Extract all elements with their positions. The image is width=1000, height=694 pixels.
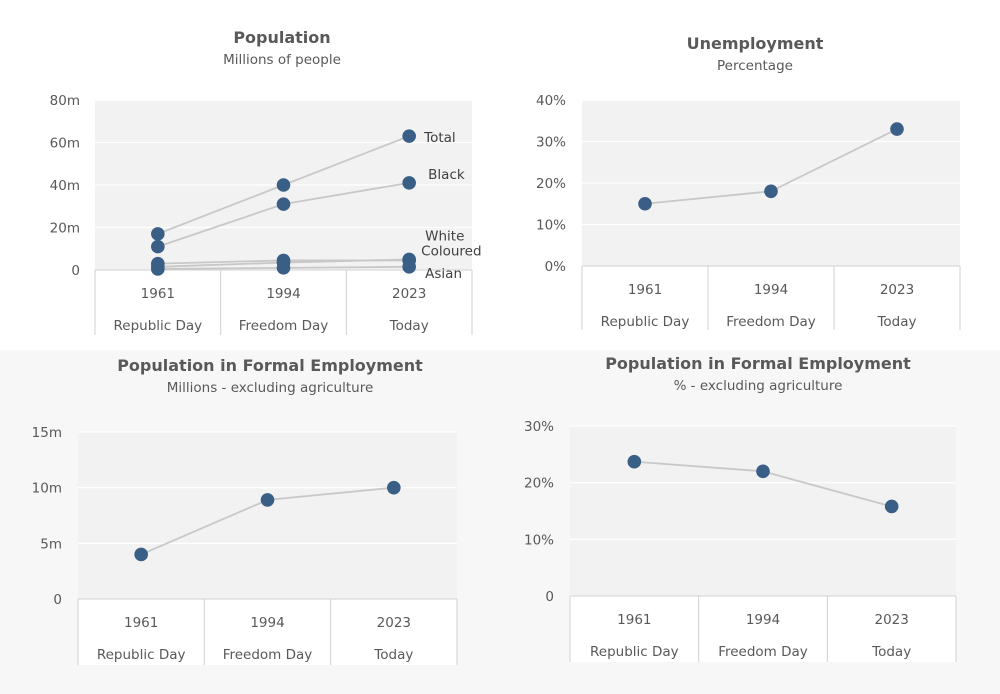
chart-title: Population in Formal Employment (117, 356, 423, 375)
data-point (884, 499, 899, 514)
data-point (890, 122, 904, 136)
data-point (260, 493, 275, 507)
x-tick-label: 1961 (141, 286, 175, 302)
category-group-label: Freedom Day (239, 318, 329, 334)
data-point (276, 197, 291, 211)
data-point (764, 184, 778, 199)
category-group-label: Today (871, 644, 911, 660)
y-tick-label: 30% (524, 419, 554, 435)
category-group-label: Republic Day (601, 314, 690, 330)
y-tick-label: 0 (71, 263, 80, 279)
series-label: Black (428, 167, 465, 183)
data-point (756, 464, 770, 479)
unemployment-chart: Unemployment Percentage 0% 10% 20% 30% 40% 1961… (536, 34, 961, 330)
category-axis-area (570, 596, 956, 662)
data-point (276, 178, 291, 192)
chart-title: Population (233, 28, 330, 47)
category-axis-area (95, 270, 472, 335)
data-point (402, 260, 416, 274)
y-tick-label: 0% (545, 259, 567, 275)
y-tick-label: 0 (545, 589, 554, 605)
x-tick-label: 1961 (628, 282, 662, 298)
formal-employment-percent-chart: Population in Formal Employment % - exclu… (524, 354, 957, 662)
data-point (402, 176, 416, 190)
chart-subtitle: Percentage (717, 58, 793, 74)
y-tick-label: 20m (50, 221, 80, 237)
x-tick-label: 1994 (250, 615, 284, 631)
y-tick-label: 0 (53, 592, 62, 608)
data-point (276, 261, 291, 275)
data-point (151, 239, 165, 254)
data-point (402, 129, 416, 143)
x-tick-label: 1994 (754, 282, 788, 298)
y-tick-label: 10% (536, 218, 566, 234)
x-tick-label: 1961 (617, 612, 651, 628)
chart-subtitle: % - excluding agriculture (674, 378, 843, 394)
category-group-label: Freedom Day (718, 644, 808, 660)
chart-subtitle: Millions - excluding agriculture (167, 380, 374, 396)
category-axis-area (582, 266, 960, 330)
category-group-label: Republic Day (590, 644, 679, 660)
y-tick-label: 30% (536, 135, 566, 151)
x-tick-label: 2023 (377, 615, 411, 631)
series-label: Coloured (421, 243, 481, 259)
x-tick-label: 2023 (880, 282, 914, 298)
y-tick-label: 20% (536, 176, 566, 192)
x-tick-label: 1961 (124, 615, 158, 631)
category-group-label: Freedom Day (223, 647, 313, 663)
plot-area (570, 426, 956, 596)
y-tick-label: 10% (524, 532, 554, 548)
category-group-label: Republic Day (97, 647, 186, 663)
data-point (151, 227, 165, 241)
plot-area (78, 432, 457, 599)
category-group-label: Republic Day (114, 318, 203, 334)
y-tick-label: 5m (40, 536, 62, 552)
series-label: White (425, 228, 464, 244)
data-point (134, 547, 148, 562)
formal-employment-millions-chart: Population in Formal Employment Millions … (32, 356, 458, 665)
category-group-label: Today (389, 318, 429, 334)
x-tick-label: 1994 (746, 612, 780, 628)
series-label: Total (423, 130, 456, 146)
category-group-label: Freedom Day (726, 314, 816, 330)
x-tick-label: 2023 (874, 612, 908, 628)
data-point (151, 262, 165, 276)
chart-subtitle: Millions of people (223, 52, 341, 68)
y-tick-label: 40% (536, 93, 566, 109)
data-point (638, 196, 652, 211)
data-point (627, 454, 642, 469)
category-group-label: Today (373, 647, 413, 663)
category-group-label: Today (876, 314, 916, 330)
chart-title: Unemployment (687, 34, 824, 53)
data-point (387, 480, 401, 495)
y-tick-label: 20% (524, 476, 554, 492)
y-tick-label: 80m (50, 93, 80, 109)
y-tick-label: 60m (50, 136, 80, 152)
y-tick-label: 40m (50, 178, 80, 194)
x-tick-label: 2023 (392, 286, 426, 302)
x-tick-label: 1994 (266, 286, 300, 302)
y-tick-label: 15m (32, 425, 62, 441)
chart-title: Population in Formal Employment (605, 354, 911, 373)
series-label: Asian (425, 266, 462, 282)
population-chart: Population Millions of people 0 20m 40m 60m 80… (50, 28, 482, 335)
category-axis-area (78, 599, 457, 665)
y-tick-label: 10m (32, 481, 62, 497)
